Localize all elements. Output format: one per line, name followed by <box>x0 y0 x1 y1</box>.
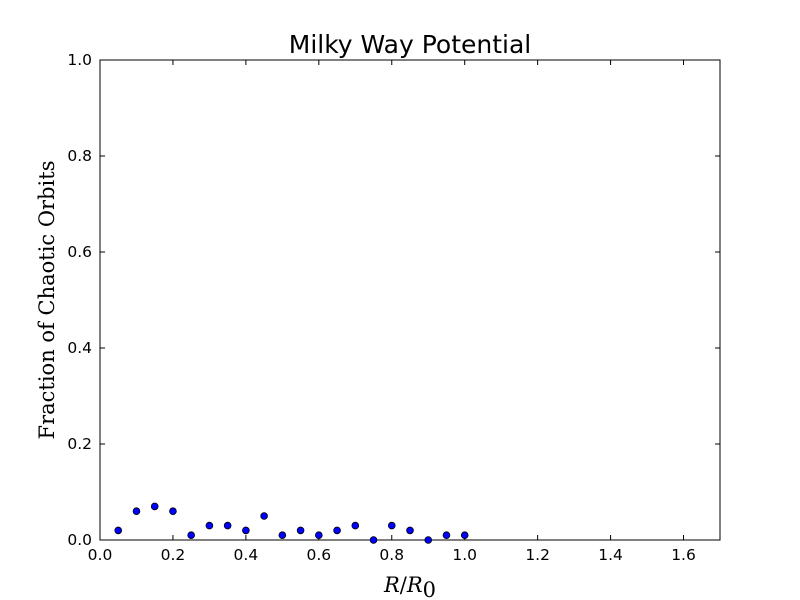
y-axis: 0.0 0.2 0.4 0.6 0.8 1.0 <box>67 51 720 549</box>
data-point <box>333 526 341 535</box>
x-tick-label: 0.4 <box>234 546 259 564</box>
data-point <box>205 521 214 530</box>
y-tick-label: 0.0 <box>67 531 92 549</box>
y-tick-label: 0.6 <box>67 243 92 261</box>
x-axis-label: R/R0 <box>383 573 436 600</box>
data-point <box>114 526 123 535</box>
x-tick-label: 0.0 <box>88 546 113 564</box>
data-point <box>278 531 287 539</box>
plot-area <box>99 59 721 541</box>
data-point <box>351 521 360 530</box>
data-point <box>406 526 414 535</box>
y-tick-label: 0.2 <box>67 435 92 453</box>
data-point <box>132 507 141 516</box>
data-point <box>424 536 433 544</box>
data-point <box>169 507 177 516</box>
x-tick-label: 1.6 <box>671 546 696 564</box>
data-point <box>387 521 396 530</box>
plot-frame <box>99 59 721 541</box>
data-point <box>223 521 232 530</box>
data-point <box>442 531 451 539</box>
x-tick-label: 0.6 <box>306 546 331 564</box>
data-point <box>369 536 378 544</box>
x-tick-label: 1.0 <box>452 546 477 564</box>
x-axis: 0.0 0.2 0.4 0.6 0.8 1.0 1.2 1.4 1.6 <box>88 60 696 564</box>
data-point <box>460 531 469 539</box>
data-points <box>114 502 469 544</box>
x-tick-label: 0.2 <box>161 546 186 564</box>
y-axis-label: Fraction of Chaotic Orbits <box>35 161 59 440</box>
x-tick-label: 0.8 <box>379 546 404 564</box>
data-point <box>315 531 323 539</box>
y-tick-label: 0.4 <box>67 339 92 357</box>
x-tick-label: 1.4 <box>598 546 623 564</box>
data-point <box>187 531 195 539</box>
data-point <box>260 512 268 520</box>
y-tick-label: 0.8 <box>67 147 92 165</box>
data-point <box>150 502 159 511</box>
y-tick-label: 1.0 <box>67 51 92 69</box>
data-point <box>242 526 250 535</box>
x-tick-label: 1.2 <box>525 546 550 564</box>
data-point <box>296 526 305 535</box>
chart-title: Milky Way Potential <box>289 30 532 59</box>
